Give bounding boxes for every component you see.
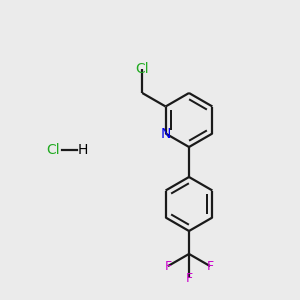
Text: H: H	[78, 143, 88, 157]
Text: N: N	[160, 127, 171, 140]
Text: F: F	[206, 260, 214, 273]
Text: Cl: Cl	[135, 62, 149, 76]
Text: Cl: Cl	[46, 143, 60, 157]
Text: F: F	[164, 260, 172, 273]
Text: F: F	[185, 272, 193, 285]
